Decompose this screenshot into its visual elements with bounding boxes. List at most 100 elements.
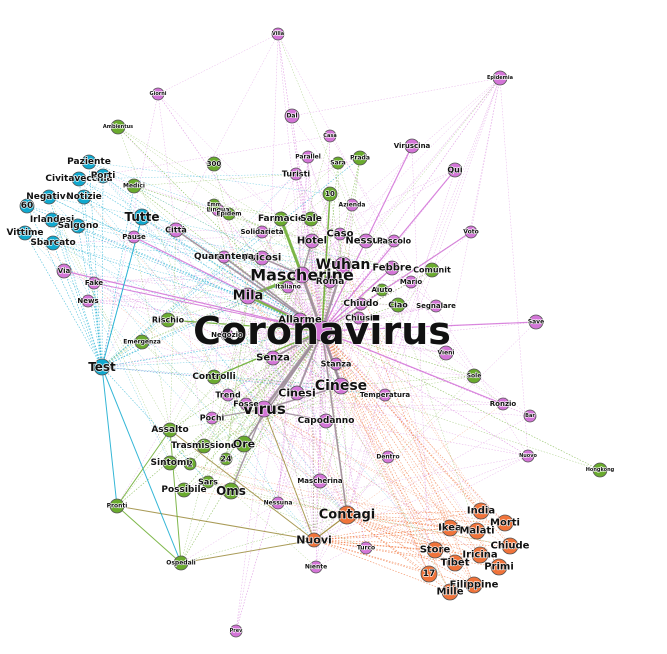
edge-Mille-Rischio	[167, 319, 451, 593]
label-test: Test	[88, 360, 116, 374]
label-fake: Fake	[85, 279, 104, 287]
edge-Psicosi-Cinesi	[261, 257, 298, 394]
node-sars	[201, 475, 215, 489]
node-prada	[352, 150, 368, 166]
edge-Wuhan-Pascolo	[342, 240, 395, 266]
edge-Coronavirus-Ambientus	[117, 126, 323, 332]
label-segnalare: Segnalare	[416, 302, 456, 310]
edge-Nuovi-Ospedali	[180, 539, 315, 564]
edge-Giorni-Villa	[157, 33, 279, 95]
node-pause	[127, 230, 141, 244]
node-negativo	[41, 189, 57, 205]
edge-Nuovi-Store	[313, 539, 436, 551]
label-trasmissione: Trasmissione	[171, 441, 237, 451]
edge-Nuovi-Bar	[313, 415, 531, 541]
node-aiuto	[375, 283, 389, 297]
label-caso: Caso	[327, 229, 354, 240]
edge-Store-Primi	[434, 549, 500, 568]
node-viruscina	[404, 138, 420, 154]
node-wuhan	[334, 256, 352, 274]
edge-Coronavirus-Prev	[235, 330, 323, 632]
node-chiude	[501, 537, 519, 555]
label-viruscina: Viruscina	[394, 142, 431, 150]
edge-Coronavirus-Sole	[321, 330, 475, 377]
edge-Test-Segnalare	[101, 305, 437, 368]
node-quarantena	[217, 250, 231, 264]
edge-Test-Sara	[101, 162, 339, 368]
label-mario: Mario	[400, 278, 423, 286]
edge-Cinese-Trasmissione	[203, 385, 342, 447]
edge-Virus-Malati	[263, 408, 478, 532]
edge-Capodanno-Pause	[133, 236, 327, 422]
edge-Coronavirus-Trend	[227, 330, 323, 396]
edge-Coronavirus-Tibet	[321, 330, 456, 564]
edge-Dal-Sole	[291, 115, 475, 377]
edge-Nessuna-Ospedali	[180, 502, 279, 564]
label-casa: Casa	[323, 133, 336, 139]
edge-Cinese-Via	[63, 270, 342, 387]
edge-Coronavirus-Iricina	[321, 330, 481, 556]
node-ronzio	[496, 397, 510, 411]
label-pause: Pause	[122, 233, 146, 241]
edge-Ospedali-Assalto	[169, 429, 182, 564]
edge-Mascherine-60	[26, 205, 303, 276]
node-nuovi	[306, 532, 322, 548]
edge-Oms-Chiude	[230, 490, 511, 547]
label-roma: Roma	[316, 277, 345, 287]
edge-Cinese-Fake	[93, 282, 342, 387]
edge-Epidemia-Niente	[315, 77, 501, 568]
edge-Test-60	[26, 205, 103, 368]
node-assalto	[162, 422, 178, 438]
edge-Oms-Niente	[230, 490, 317, 568]
edge-Paziente-Store	[88, 161, 436, 551]
node-sale	[303, 211, 319, 227]
node-chiusi	[352, 311, 366, 325]
edge-Contagi-Emm	[213, 204, 348, 516]
label-temperatura: Temperatura	[360, 391, 411, 399]
edge-Wuhan-Prada	[342, 157, 361, 266]
edge-Cinese-Sole	[340, 375, 475, 387]
node-segnalare	[429, 299, 443, 313]
edge-Coronavirus-Ikea	[321, 330, 451, 529]
label-niente: Niente	[305, 564, 327, 571]
node-morti	[496, 514, 514, 532]
edge-Lingua-Store	[217, 209, 436, 551]
label-vittime: Vittime	[6, 228, 43, 238]
edge-Coronavirus-Turisti	[295, 173, 323, 332]
node-turisti	[289, 167, 303, 181]
edge-Coronavirus-Irlandesi	[51, 219, 323, 332]
label-hotel: Hotel	[297, 236, 327, 247]
label-paziente: Paziente	[67, 157, 111, 167]
label-ore: Ore	[233, 438, 255, 451]
edge-Nessuna-Parallel	[277, 156, 309, 504]
label-dal: Dal	[286, 113, 297, 120]
edge-Coronavirus-Lingua	[217, 209, 323, 332]
edge-Trasmissione-Epidemia	[203, 77, 501, 447]
edge-Mascherine-Pronti	[116, 274, 303, 507]
node-voto	[464, 225, 478, 239]
node-tibet	[446, 554, 464, 572]
edge-Nuovi-Pronti	[116, 505, 315, 541]
edge-Virus-Pochi	[211, 408, 265, 419]
node-qui	[447, 162, 463, 178]
label-oms: Oms	[216, 484, 246, 498]
edge-Civitavecchia-Turisti	[78, 173, 297, 180]
edge-Test-Emergenza	[101, 341, 143, 368]
edge-Ambientus-Ronzio	[117, 126, 504, 405]
edge-Coronavirus-Pochi	[211, 330, 323, 419]
edge-Citta-Solidarieta	[175, 229, 263, 233]
edge-Mila-Negativo	[48, 196, 249, 297]
edge-Wuhan-Assalto	[169, 264, 344, 431]
node-farmacie	[273, 211, 289, 227]
edge-Virus-Villa	[263, 33, 279, 410]
edge-Senza-Sole	[272, 357, 475, 377]
node-mille	[441, 583, 459, 601]
label-prev: Prev	[230, 628, 244, 634]
edge-Mascherine-Mila	[247, 273, 303, 298]
label-sale: Sale	[300, 214, 322, 224]
node-azienda	[345, 198, 359, 212]
edge-Contagi-17	[346, 514, 430, 575]
label-tutte: Tutte	[124, 210, 159, 224]
edge-Virus-Sale	[263, 218, 312, 410]
node-bar	[523, 409, 537, 423]
